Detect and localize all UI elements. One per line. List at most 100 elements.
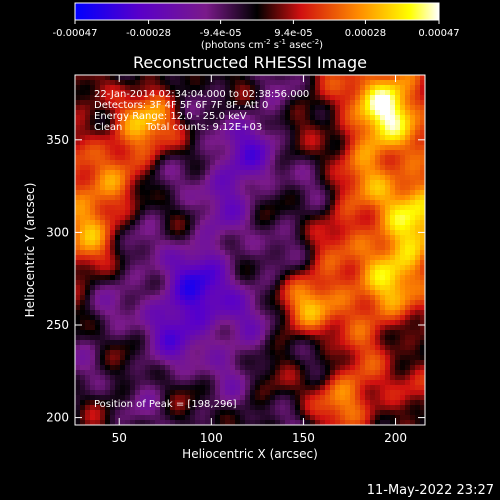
heatmap-cell [170,200,176,206]
heatmap-cell [280,305,286,311]
heatmap-cell [125,340,131,346]
heatmap-cell [220,180,226,186]
heatmap-cell [295,120,301,126]
heatmap-cell [410,220,416,226]
heatmap-cell [220,185,226,191]
heatmap-cell [240,340,246,346]
heatmap-cell [345,280,351,286]
heatmap-cell [235,380,241,386]
heatmap-cell [210,325,216,331]
heatmap-cell [305,400,311,406]
heatmap-cell [225,150,231,156]
heatmap-cell [135,360,141,366]
heatmap-cell [295,300,301,306]
heatmap-cell [100,320,106,326]
heatmap-cell [335,375,341,381]
heatmap-cell [265,365,271,371]
heatmap-cell [205,115,211,121]
heatmap-cell [110,275,116,281]
heatmap-cell [85,140,91,146]
heatmap-cell [190,270,196,276]
heatmap-cell [340,110,346,116]
heatmap-cell [170,175,176,181]
heatmap-cell [345,410,351,416]
heatmap-cell [420,335,425,341]
heatmap-cell [190,420,196,425]
heatmap-cell [90,405,96,411]
heatmap-cell [135,230,141,236]
heatmap-cell [285,375,291,381]
heatmap-cell [420,340,425,346]
heatmap-cell [150,345,156,351]
heatmap-cell [100,235,106,241]
heatmap-cell [300,165,306,171]
heatmap-cell [200,305,206,311]
heatmap-cell [395,145,401,151]
heatmap-cell [165,375,171,381]
heatmap-cell [370,135,376,141]
heatmap-cell [75,405,81,411]
heatmap-cell [240,180,246,186]
heatmap-cell [335,340,341,346]
heatmap-cell [80,340,86,346]
heatmap-cell [375,240,381,246]
heatmap-cell [210,85,216,91]
heatmap-cell [410,225,416,231]
heatmap-cell [355,180,361,186]
heatmap-cell [130,345,136,351]
heatmap-cell [325,185,331,191]
heatmap-cell [240,320,246,326]
heatmap-cell [245,220,251,226]
heatmap-cell [415,400,421,406]
heatmap-cell [380,240,386,246]
heatmap-cell [130,110,136,116]
heatmap-cell [395,285,401,291]
heatmap-cell [195,340,201,346]
heatmap-cell [185,325,191,331]
heatmap-cell [345,160,351,166]
heatmap-cell [355,160,361,166]
heatmap-cell [300,80,306,86]
heatmap-cell [335,200,341,206]
heatmap-cell [200,190,206,196]
heatmap-cell [380,150,386,156]
heatmap-cell [350,80,356,86]
heatmap-cell [165,140,171,146]
heatmap-cell [115,130,121,136]
heatmap-cell [110,395,116,401]
heatmap-cell [245,180,251,186]
heatmap-cell [205,265,211,271]
heatmap-cell [120,185,126,191]
heatmap-cell [420,360,425,366]
heatmap-cell [400,100,406,106]
heatmap-cell [315,175,321,181]
heatmap-cell [255,235,261,241]
heatmap-cell [420,100,425,106]
heatmap-cell [395,400,401,406]
heatmap-cell [350,115,356,121]
heatmap-cell [180,205,186,211]
heatmap-cell [295,365,301,371]
heatmap-cell [155,300,161,306]
heatmap-cell [150,145,156,151]
heatmap-cell [160,100,166,106]
heatmap-cell [235,195,241,201]
heatmap-cell [90,345,96,351]
heatmap-cell [360,290,366,296]
heatmap-cell [150,255,156,261]
heatmap-cell [120,100,126,106]
heatmap-cell [155,325,161,331]
heatmap-cell [140,235,146,241]
heatmap-cell [345,230,351,236]
heatmap-cell [145,275,151,281]
heatmap-cell [170,275,176,281]
heatmap-cell [355,340,361,346]
heatmap-cell [370,105,376,111]
heatmap-cell [250,130,256,136]
heatmap-cell [210,235,216,241]
heatmap-cell [95,310,101,316]
heatmap-cell [95,370,101,376]
heatmap-cell [225,300,231,306]
heatmap-cell [80,350,86,356]
heatmap-cell [290,175,296,181]
